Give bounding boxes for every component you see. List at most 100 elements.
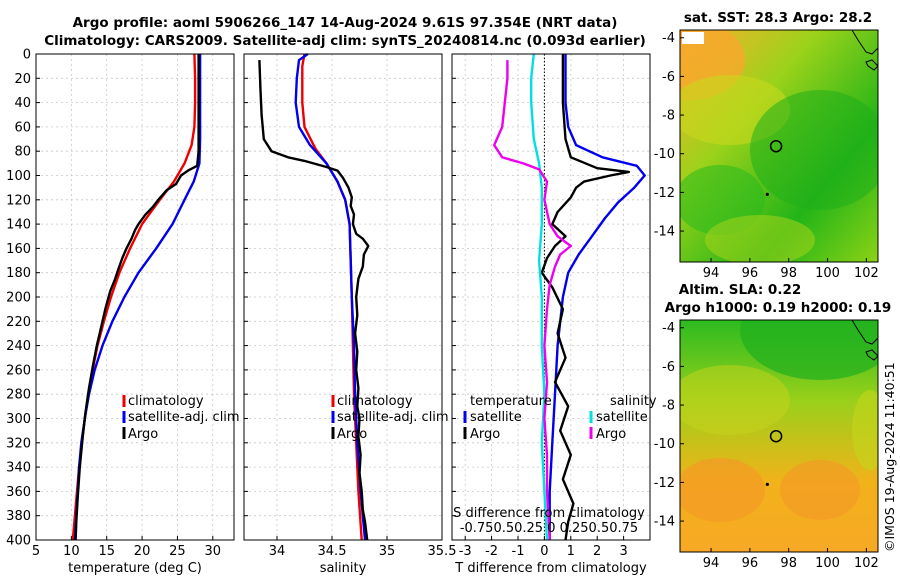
sla-yellow-patch	[680, 365, 790, 435]
map-y-tick-label: -14	[654, 515, 675, 530]
x-tick-label: 30	[205, 544, 222, 559]
figure-title-line2: Climatology: CARS2009. Satellite-adj cli…	[44, 33, 646, 49]
y-tick-label: 280	[6, 388, 31, 403]
y-tick-label: 340	[6, 461, 31, 476]
map-x-tick-label: 100	[815, 266, 840, 281]
map-y-tick-label: -4	[662, 321, 675, 336]
y-tick-label: 20	[14, 72, 31, 87]
x-tick-label: 10	[63, 544, 80, 559]
x-tick-label: -1	[512, 544, 525, 559]
s-difference-tick-labels: -0.750.50.25 0 0.250.50.75	[460, 521, 638, 536]
legend-label-satellite: satellite-adj. clim	[337, 410, 449, 425]
series-temperature-satellite	[548, 54, 646, 540]
x-axis-label: T difference from climatology	[454, 561, 647, 576]
map-y-tick-label: -4	[662, 31, 675, 46]
map-x-tick-label: 96	[742, 266, 759, 281]
map-y-tick-label: -12	[654, 186, 675, 201]
legend-label-sal-argo: Argo	[596, 427, 626, 442]
map-x-tick-label: 100	[815, 556, 840, 571]
series-argo	[258, 60, 370, 541]
legend-title-temperature: temperature	[470, 394, 552, 409]
sla-green-patch	[740, 320, 878, 380]
sla-map-title-line1: Altim. SLA: 0.22	[679, 282, 801, 298]
series-salinity-argo	[493, 60, 572, 541]
x-tick-label: 15	[98, 544, 115, 559]
legend-label-temp-argo: Argo	[470, 427, 500, 442]
temperature-legend: climatology satellite-adj. clim Argo	[122, 394, 240, 442]
legend-label-sal-satellite: satellite	[596, 410, 648, 425]
y-tick-label: 0	[23, 48, 31, 63]
map-x-tick-label: 96	[742, 556, 759, 571]
sla-argo-position-marker	[769, 429, 783, 443]
y-tick-label: 240	[6, 339, 31, 354]
sst-argo-position-marker	[769, 139, 783, 153]
x-tick-label: 20	[134, 544, 151, 559]
series-satellite-adj-clim	[294, 53, 367, 541]
s-difference-axis-label: S difference from climatology	[453, 506, 645, 521]
x-tick-label: 34	[269, 544, 286, 559]
x-tick-label: 1	[567, 544, 575, 559]
x-tick-label: -3	[459, 544, 472, 559]
y-tick-label: 380	[6, 509, 31, 524]
sla-yellow-right	[852, 390, 878, 470]
sst-yellow-patch	[705, 215, 815, 262]
sst-map-frame	[679, 29, 879, 263]
y-tick-label: 180	[6, 266, 31, 281]
map-y-tick-label: -12	[654, 476, 675, 491]
legend-label-argo: Argo	[337, 427, 367, 442]
legend-label-satellite: satellite-adj. clim	[128, 410, 240, 425]
x-tick-label: 0	[540, 544, 548, 559]
x-axis-label: temperature (deg C)	[68, 561, 202, 576]
series-argo	[74, 54, 200, 541]
x-tick-label: 35.5	[428, 544, 457, 559]
y-tick-label: 80	[14, 145, 31, 160]
x-tick-label: 3	[619, 544, 627, 559]
sla-orange-patch	[680, 458, 765, 522]
y-tick-label: 220	[6, 315, 31, 330]
map-x-tick-label: 94	[703, 556, 720, 571]
y-tick-label: 140	[6, 218, 31, 233]
x-tick-label: -2	[485, 544, 498, 559]
sla-orange-patch	[780, 460, 860, 520]
map-y-tick-label: -8	[662, 109, 675, 124]
map-x-tick-label: 102	[854, 266, 879, 281]
map-y-tick-label: -14	[654, 225, 675, 240]
sla-map-axes: 94 96 98 100 102 -4 -6 -8 -10 -12 -14	[654, 321, 879, 571]
x-tick-label: 34.5	[318, 544, 347, 559]
y-tick-label: 200	[6, 291, 31, 306]
legend-label-climatology: climatology	[128, 394, 204, 409]
sst-green-patch	[750, 90, 878, 210]
y-tick-label: 320	[6, 436, 31, 451]
x-axis-label: salinity	[320, 561, 367, 576]
sla-coastline	[851, 320, 878, 361]
sst-secondary-marker	[765, 192, 769, 196]
y-tick-label: 100	[6, 169, 31, 184]
imos-timestamp-watermark: ©IMOS 19-Aug-2024 11:40:51	[882, 362, 897, 552]
sla-map-field	[680, 320, 878, 552]
sst-map-title: sat. SST: 28.3 Argo: 28.2	[684, 10, 872, 26]
y-tick-label: 160	[6, 242, 31, 257]
y-tick-label: 120	[6, 193, 31, 208]
map-y-tick-label: -6	[662, 70, 675, 85]
sst-map-field	[680, 30, 878, 262]
difference-temperature-legend: temperature satellite Argo	[463, 394, 552, 442]
map-y-tick-label: -10	[654, 437, 675, 452]
x-tick-label: 35	[379, 544, 396, 559]
series-salinity-satellite	[530, 53, 549, 541]
sla-map-title-line2: Argo h1000: 0.19 h2000: 0.19	[665, 300, 892, 316]
x-tick-label: 2	[593, 544, 601, 559]
map-y-tick-label: -6	[662, 360, 675, 375]
series-temperature-argo	[540, 54, 631, 541]
salinity-panel: 34 34.5 35 35.5 salinity	[243, 53, 457, 576]
sst-map-axes: 94 96 98 100 102 -4 -6 -8 -10 -12 -14	[654, 31, 879, 281]
sla-map-frame	[679, 319, 879, 553]
x-tick-label: 25	[169, 544, 186, 559]
difference-salinity-legend: salinity satellite Argo	[589, 394, 657, 442]
map-x-tick-label: 102	[854, 556, 879, 571]
plot-frame	[35, 53, 235, 541]
sst-coastline	[851, 30, 878, 71]
y-tick-label: 400	[6, 534, 31, 549]
legend-title-salinity: salinity	[610, 394, 657, 409]
